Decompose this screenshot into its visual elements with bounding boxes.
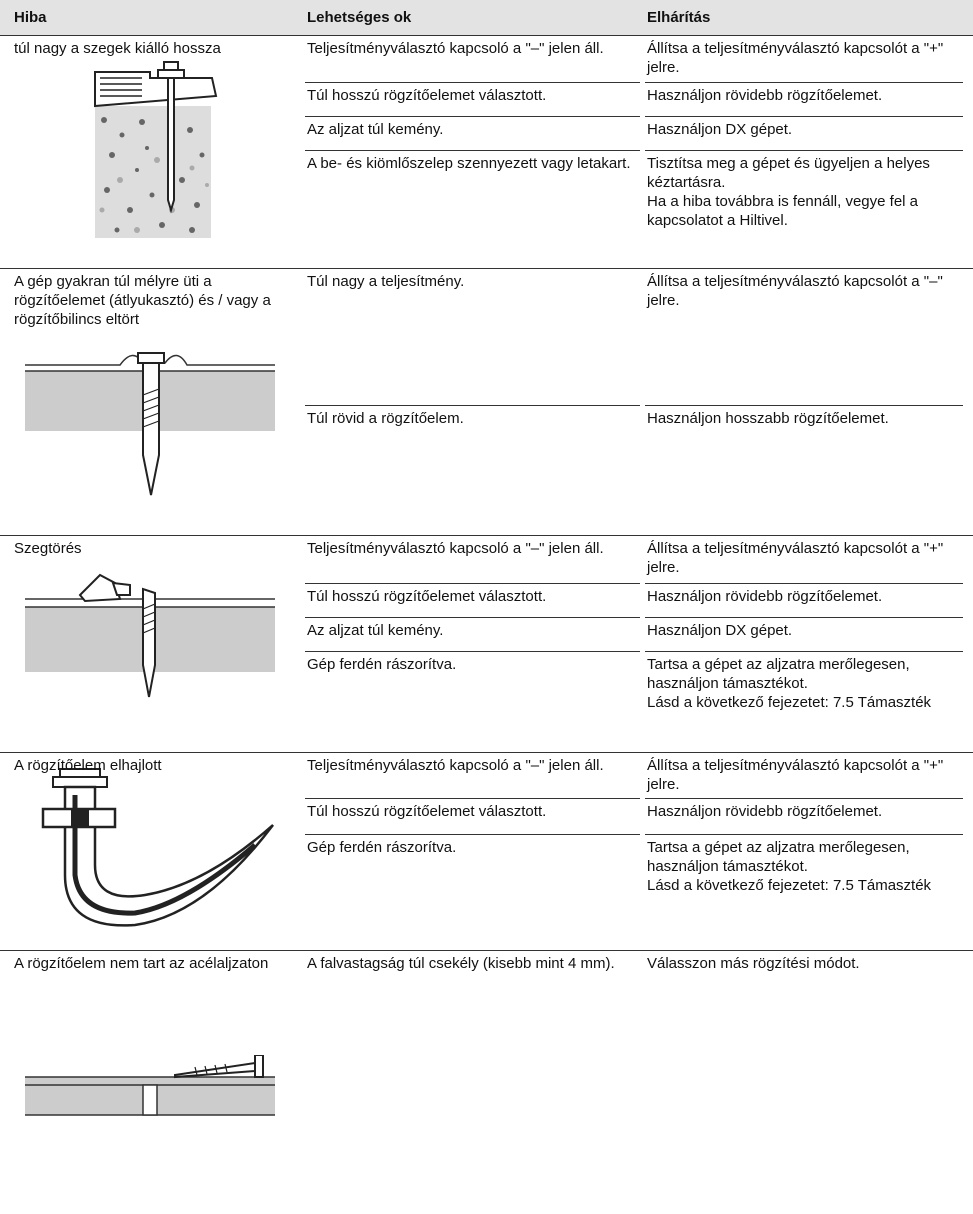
column-header: Lehetséges ok <box>307 9 412 26</box>
row-separator <box>305 150 640 151</box>
row-separator <box>645 651 963 652</box>
illustration-nail-protruding <box>94 61 218 238</box>
row-separator <box>645 798 963 799</box>
row-separator <box>645 834 963 835</box>
illustration-nail-bent <box>41 768 274 927</box>
remedy-text: Használjon DX gépet. <box>647 121 793 138</box>
cause-cell: Túl hosszú rögzítőelemet választott. <box>307 87 547 104</box>
group-separator <box>0 752 973 753</box>
row-separator <box>305 651 640 652</box>
cause-cell: Az aljzat túl kemény. <box>307 622 444 639</box>
row-separator <box>305 116 640 117</box>
remedy-text: Lásd a következő fejezetet: 7.5 Támaszté… <box>647 877 932 894</box>
cause-cell: A falvastagság túl csekély (kisebb mint … <box>307 955 615 972</box>
remedy-text: Tartsa a gépet az aljzatra merőlegesen, … <box>647 839 910 875</box>
cause-cell: Teljesítményválasztó kapcsoló a "–" jele… <box>307 757 604 774</box>
remedy-cell: Használjon DX gépet. <box>645 617 963 640</box>
table-header <box>0 0 973 35</box>
row-separator <box>645 82 963 83</box>
problem-cell: A rögzítőelem elhajlott <box>14 757 162 774</box>
remedy-cell: Állítsa a teljesítményválasztó kapcsolót… <box>645 752 963 794</box>
row-separator <box>645 116 963 117</box>
problem-cell: túl nagy a szegek kiálló hossza <box>14 40 221 57</box>
problem-cell: Szegtörés <box>14 540 82 557</box>
row-separator <box>645 405 963 406</box>
remedy-text: Tisztítsa meg a gépet és ügyeljen a hely… <box>647 155 930 191</box>
cause-cell: Túl hosszú rögzítőelemet választott. <box>307 803 547 820</box>
group-separator <box>0 268 973 269</box>
problem-cell: A rögzítőelem nem tart az acélaljzaton <box>14 955 269 972</box>
remedy-text: Használjon rövidebb rögzítőelemet. <box>647 87 883 104</box>
illustration-nail-broken <box>25 573 275 698</box>
cause-cell: Túl hosszú rögzítőelemet választott. <box>307 588 547 605</box>
group-separator <box>0 950 973 951</box>
remedy-text: Tartsa a gépet az aljzatra merőlegesen, … <box>647 656 910 692</box>
remedy-cell: Állítsa a teljesítményválasztó kapcsolót… <box>645 535 963 577</box>
row-separator <box>305 617 640 618</box>
remedy-cell: Állítsa a teljesítményválasztó kapcsolót… <box>645 35 963 77</box>
remedy-cell: Állítsa a teljesítményválasztó kapcsolót… <box>645 268 963 310</box>
remedy-cell: Tisztítsa meg a gépet és ügyeljen a hely… <box>645 150 963 230</box>
cause-cell: Az aljzat túl kemény. <box>307 121 444 138</box>
row-separator <box>305 82 640 83</box>
remedy-text: Állítsa a teljesítményválasztó kapcsolót… <box>647 40 944 76</box>
remedy-cell: Használjon DX gépet. <box>645 116 963 139</box>
remedy-text: Használjon hosszabb rögzítőelemet. <box>647 410 889 427</box>
remedy-cell: Használjon rövidebb rögzítőelemet. <box>645 82 963 105</box>
illustration-nail-too-deep <box>25 352 275 496</box>
cause-cell: Túl nagy a teljesítmény. <box>307 273 465 290</box>
remedy-text: Állítsa a teljesítményválasztó kapcsolót… <box>647 540 944 576</box>
remedy-text: Állítsa a teljesítményválasztó kapcsolót… <box>647 757 944 793</box>
cause-cell: Gép ferdén rászorítva. <box>307 656 457 673</box>
remedy-text: Használjon rövidebb rögzítőelemet. <box>647 803 883 820</box>
remedy-text: Lásd a következő fejezetet: 7.5 Támaszté… <box>647 694 932 711</box>
remedy-cell: Használjon rövidebb rögzítőelemet. <box>645 798 963 821</box>
cause-cell: Túl rövid a rögzítőelem. <box>307 410 464 427</box>
problem-cell: A gép gyakran túl mélyre üti a rögzítőel… <box>14 273 271 328</box>
group-separator <box>0 535 973 536</box>
illustration-nail-steel <box>25 1055 275 1116</box>
remedy-text: Állítsa a teljesítményválasztó kapcsolót… <box>647 273 943 309</box>
remedy-text: Válasszon más rögzítési módot. <box>647 955 860 972</box>
row-separator <box>305 583 640 584</box>
column-header: Hiba <box>14 9 47 26</box>
remedy-text: Ha a hiba továbbra is fennáll, vegye fel… <box>647 193 919 229</box>
remedy-cell: Tartsa a gépet az aljzatra merőlegesen, … <box>645 651 963 712</box>
row-separator <box>645 617 963 618</box>
remedy-cell: Tartsa a gépet az aljzatra merőlegesen, … <box>645 834 963 895</box>
remedy-text: Használjon rövidebb rögzítőelemet. <box>647 588 883 605</box>
row-separator <box>645 150 963 151</box>
remedy-text: Használjon DX gépet. <box>647 622 793 639</box>
remedy-cell: Használjon hosszabb rögzítőelemet. <box>645 405 963 428</box>
group-separator <box>0 35 973 36</box>
remedy-cell: Használjon rövidebb rögzítőelemet. <box>645 583 963 606</box>
row-separator <box>305 798 640 799</box>
row-separator <box>305 834 640 835</box>
cause-cell: Gép ferdén rászorítva. <box>307 839 457 856</box>
cause-cell: A be- és kiömlőszelep szennyezett vagy l… <box>307 155 631 172</box>
cause-cell: Teljesítményválasztó kapcsoló a "–" jele… <box>307 540 604 557</box>
column-header: Elhárítás <box>647 9 711 26</box>
remedy-cell: Válasszon más rögzítési módot. <box>645 950 963 973</box>
row-separator <box>305 405 640 406</box>
cause-cell: Teljesítményválasztó kapcsoló a "–" jele… <box>307 40 604 57</box>
row-separator <box>645 583 963 584</box>
